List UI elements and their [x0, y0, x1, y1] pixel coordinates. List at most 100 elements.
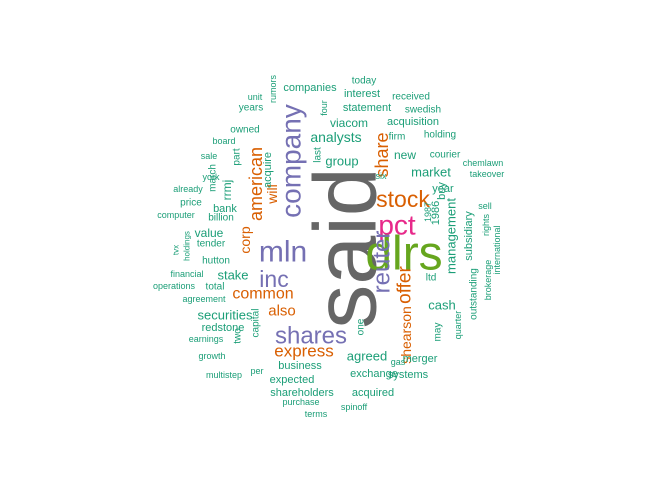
word-71: multistep [206, 370, 242, 380]
word-79: chemlawn [463, 158, 504, 168]
word-38: expected [270, 374, 315, 386]
word-82: four [319, 100, 329, 116]
word-99: tvx [172, 245, 181, 255]
word-93: rights [481, 214, 491, 237]
word-39: exchange [350, 368, 398, 380]
word-64: hutton [202, 256, 230, 267]
word-89: 1987 [423, 202, 433, 222]
word-14: also [268, 303, 296, 320]
word-2: pct [378, 210, 416, 241]
word-91: outstanding [469, 268, 480, 320]
word-90: quarter [453, 311, 463, 340]
word-12: express [274, 342, 334, 361]
word-13: common [232, 286, 293, 303]
word-21: securities [198, 308, 253, 323]
word-50: firm [389, 132, 406, 143]
word-48: received [392, 92, 430, 103]
word-57: sale [201, 151, 218, 161]
word-88: ltd [426, 273, 437, 284]
word-20: market [411, 165, 451, 180]
word-52: courier [430, 150, 461, 161]
word-76: gas [391, 357, 406, 367]
word-80: sell [478, 201, 492, 211]
word-73: purchase [282, 397, 319, 407]
word-69: earnings [189, 334, 224, 344]
word-94: international [492, 225, 502, 274]
word-27: viacom [330, 116, 368, 130]
word-19: group [325, 154, 358, 169]
word-29: value [195, 226, 224, 240]
word-62: billion [208, 213, 234, 224]
word-59: already [173, 184, 203, 194]
word-40: shareholders [270, 387, 334, 399]
word-55: unit [248, 92, 263, 102]
word-68: agreement [182, 294, 226, 304]
word-31: business [278, 360, 322, 372]
word-84: one [356, 318, 367, 335]
word-97: acquire [262, 152, 274, 188]
word-54: years [239, 103, 263, 114]
word-60: price [180, 198, 202, 209]
word-6: shares [275, 323, 347, 350]
word-85: two [233, 328, 244, 344]
word-70: growth [198, 351, 225, 361]
word-72: per [250, 366, 263, 376]
word-98: holdings [183, 231, 192, 261]
word-65: total [206, 282, 225, 293]
word-87: may [433, 323, 444, 342]
word-51: holding [424, 130, 456, 141]
word-36: 1986 [430, 201, 442, 225]
word-66: financial [170, 269, 203, 279]
word-58: york [202, 172, 220, 182]
word-86: capital [251, 309, 262, 338]
word-35: buy [436, 182, 448, 200]
word-24: management [444, 198, 459, 274]
word-44: redstone [202, 322, 245, 334]
word-23: cash [428, 298, 455, 313]
word-45: companies [283, 82, 337, 94]
word-33: acquisition [387, 116, 439, 128]
word-16: will [264, 184, 280, 204]
word-81: rumors [268, 75, 278, 104]
word-18: analysts [310, 129, 361, 145]
word-63: tender [197, 239, 226, 250]
word-78: takeover [470, 169, 505, 179]
word-34: year [432, 183, 454, 195]
word-77: six [376, 171, 387, 181]
word-53: owned [230, 125, 259, 136]
word-25: stake [217, 268, 248, 283]
word-26: new [394, 148, 416, 162]
word-92: brokerage [483, 260, 493, 301]
word-17: shearson [398, 306, 414, 364]
word-96: part [232, 148, 243, 165]
word-1: dlrs [365, 228, 442, 281]
word-95: march [208, 164, 219, 192]
word-56: board [212, 136, 235, 146]
word-47: today [352, 76, 376, 87]
word-43: merger [403, 353, 438, 365]
word-15: corp [237, 226, 253, 253]
word-49: swedish [405, 105, 441, 116]
word-22: agreed [347, 349, 387, 364]
word-9: offer [395, 265, 416, 303]
word-11: american [246, 147, 266, 221]
word-32: statement [343, 102, 391, 114]
word-37: subsidiary [463, 211, 475, 261]
word-83: last [313, 147, 324, 163]
word-41: acquired [352, 387, 394, 399]
word-42: systems [388, 369, 429, 381]
word-0: said [296, 167, 395, 328]
word-30: bank [213, 203, 237, 215]
word-5: inc [259, 266, 288, 292]
word-74: terms [305, 409, 328, 419]
word-3: mln [259, 236, 307, 269]
word-75: spinoff [341, 402, 368, 412]
word-46: interest [344, 88, 380, 100]
word-28: rrmj [220, 180, 234, 201]
word-4: company [276, 104, 307, 218]
word-7: reuter [369, 231, 396, 294]
word-61: computer [157, 210, 195, 220]
word-10: share [372, 132, 392, 177]
word-67: operations [153, 281, 196, 291]
